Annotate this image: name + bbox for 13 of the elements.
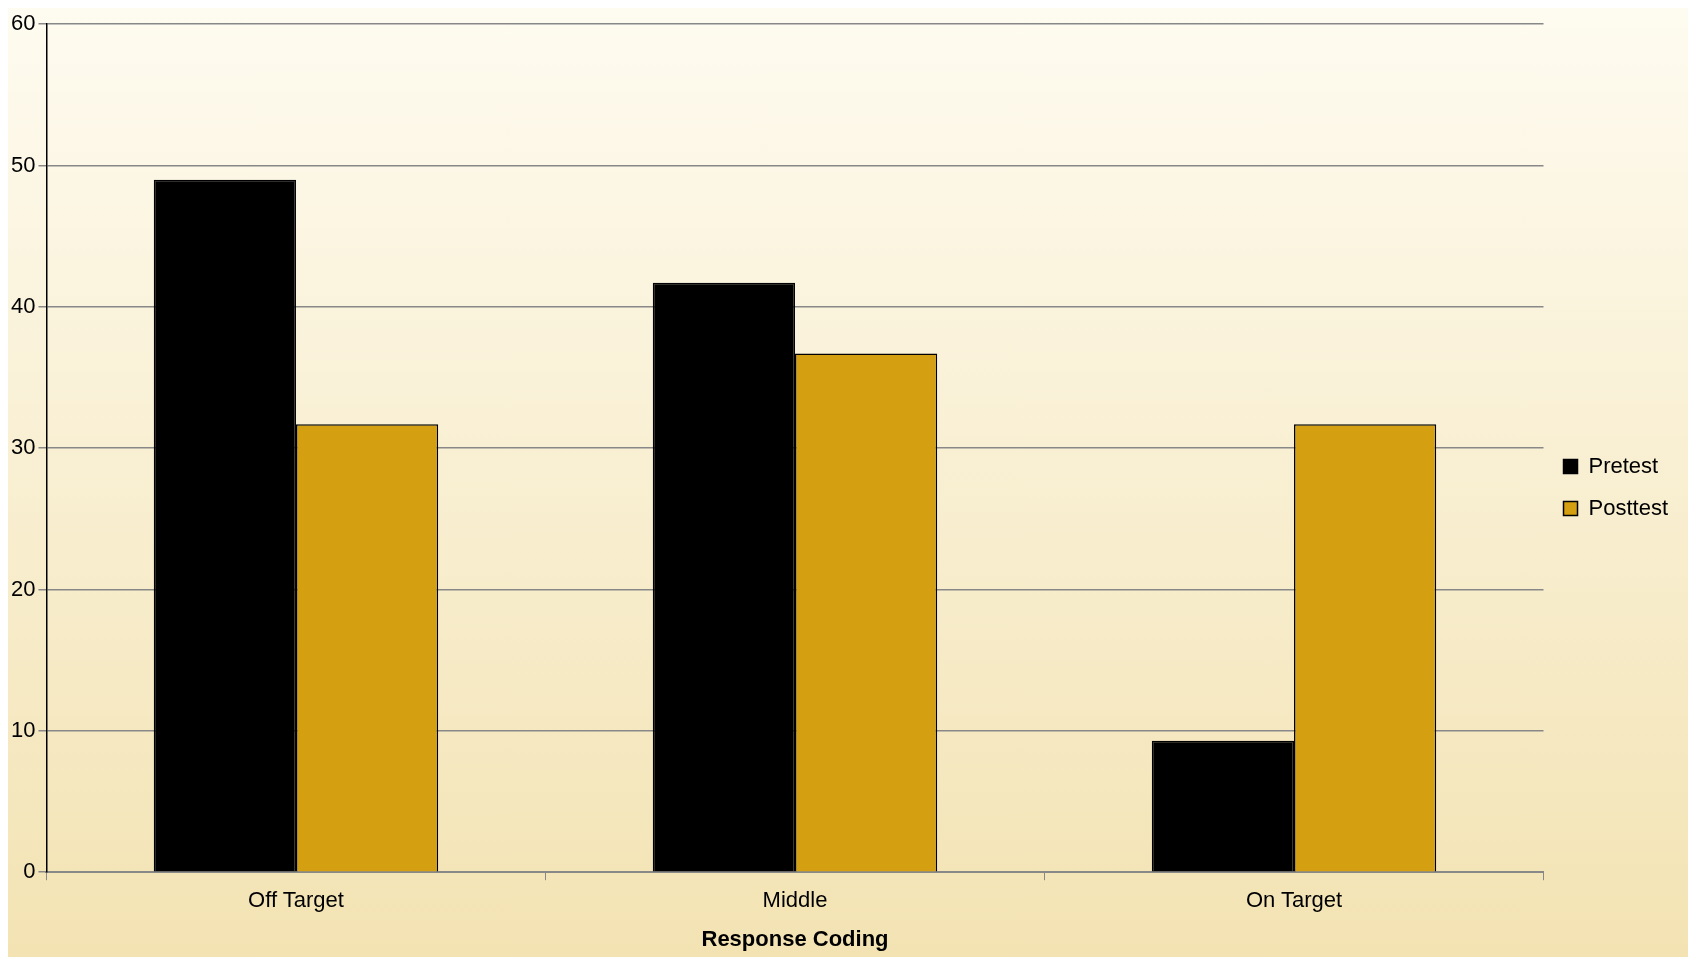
y-tick-label: 0: [23, 858, 36, 884]
x-tick-label: Off Target: [248, 887, 344, 913]
y-tick-label: 50: [10, 151, 36, 177]
legend-label: Pretest: [1588, 452, 1659, 478]
x-tick-label: On Target: [1245, 887, 1343, 913]
legend-label: Posttest: [1588, 494, 1668, 520]
y-tick-label: 30: [10, 434, 36, 460]
y-tick-label: 10: [10, 716, 36, 742]
y-tick-label: 40: [10, 292, 36, 318]
x-axis-title: Response Coding: [701, 925, 889, 951]
x-tick-label: Middle: [762, 887, 828, 913]
y-tick-label: 60: [10, 10, 36, 36]
y-tick-label: 20: [10, 575, 36, 601]
